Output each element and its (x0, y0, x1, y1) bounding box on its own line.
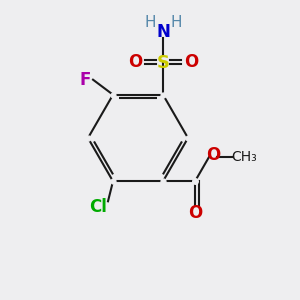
Text: N: N (156, 23, 170, 41)
Text: F: F (79, 71, 91, 89)
Text: H: H (170, 15, 182, 30)
Text: O: O (184, 53, 198, 71)
Text: H: H (144, 15, 156, 30)
Text: O: O (206, 146, 220, 164)
Text: S: S (157, 54, 169, 72)
Text: CH₃: CH₃ (231, 150, 257, 164)
Text: Cl: Cl (89, 198, 107, 216)
Text: O: O (188, 204, 202, 222)
Text: O: O (128, 53, 142, 71)
